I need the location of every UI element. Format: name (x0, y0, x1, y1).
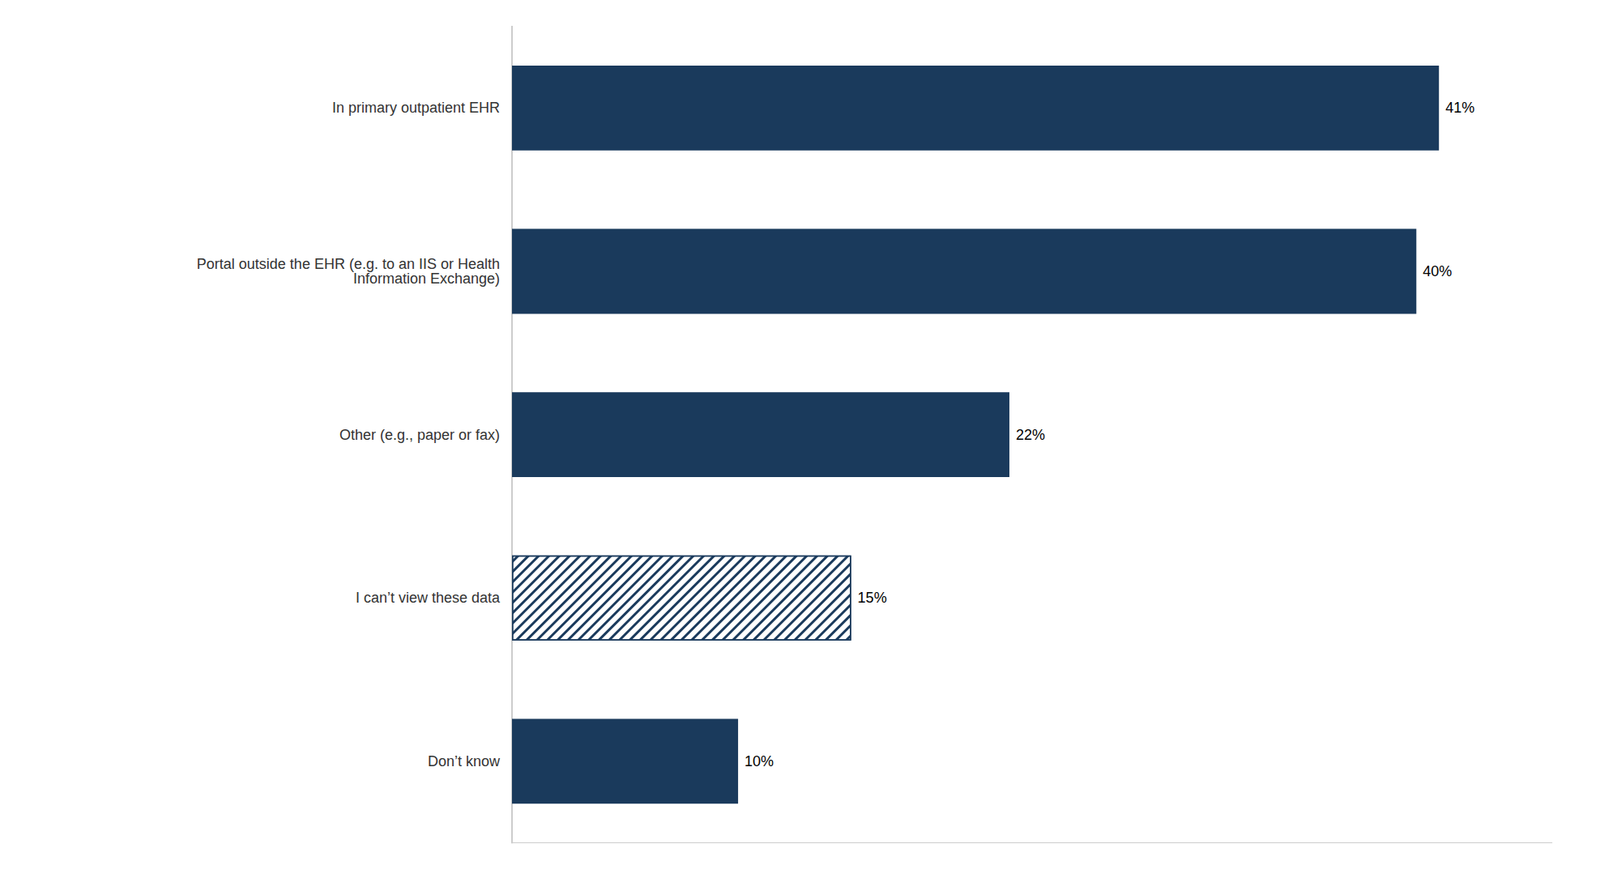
svg-text:Don’t know: Don’t know (427, 753, 501, 770)
svg-text:41%: 41% (1445, 99, 1475, 116)
svg-text:In primary outpatient EHR: In primary outpatient EHR (332, 99, 500, 116)
svg-text:40%: 40% (1422, 263, 1452, 280)
svg-text:15%: 15% (857, 589, 888, 606)
svg-text:10%: 10% (744, 753, 774, 770)
svg-text:Other (e.g., paper or fax): Other (e.g., paper or fax) (339, 426, 500, 444)
svg-text:22%: 22% (1015, 426, 1046, 444)
svg-text:Portal outside the EHR (e.g. t: Portal outside the EHR (e.g. to an IIS o… (196, 256, 500, 273)
svg-text:Information Exchange): Information Exchange) (353, 270, 500, 287)
svg-text:I can’t view these data: I can’t view these data (355, 589, 501, 606)
